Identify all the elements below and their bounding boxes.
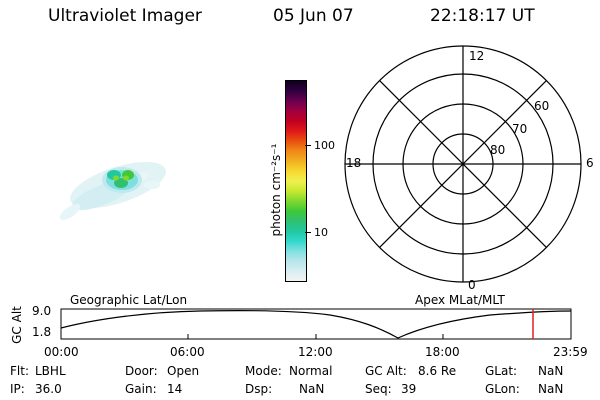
gain-key: Gain: <box>125 382 157 396</box>
date-label: 05 Jun 07 <box>273 6 354 26</box>
lat-label-80: 80 <box>490 143 505 157</box>
orbit-altitude-plot <box>60 308 572 340</box>
auroral-image <box>59 161 166 221</box>
colorbar-label: photon cm⁻²s⁻¹ <box>269 143 283 237</box>
gain-value: 14 <box>167 382 183 396</box>
mlt-label-0: 0 <box>468 278 476 292</box>
altitude-curve <box>60 310 572 339</box>
time-label: 22:18:17 UT <box>430 6 535 26</box>
gcalt-value: 8.6 Re <box>418 364 457 378</box>
x-tick-label-00: 00:00 <box>44 345 79 359</box>
apex-mlat-label: Apex MLat/MLT <box>415 293 505 307</box>
lat-label-60: 60 <box>534 99 549 113</box>
polar-diagonal-2 <box>379 80 547 248</box>
x-tick-label-06: 06:00 <box>170 345 205 359</box>
dsp-key: Dsp: <box>245 382 273 396</box>
gc-alt-min: 1.8 <box>32 325 52 339</box>
door-value: Open <box>167 364 200 378</box>
dsp-value: NaN <box>299 382 325 396</box>
mode-key: Mode: <box>245 364 282 378</box>
glon-value: NaN <box>538 382 564 396</box>
colorbar <box>285 80 307 282</box>
x-tick-label-18: 18:00 <box>425 345 460 359</box>
geo-latlon-label: Geographic Lat/Lon <box>70 293 188 307</box>
x-tick-label-12: 12:00 <box>298 345 333 359</box>
glat-value: NaN <box>538 364 564 378</box>
mlt-label-6: 6 <box>586 156 594 170</box>
flt-value: LBHL <box>35 364 66 378</box>
gc-alt-max: 9.0 <box>32 304 52 318</box>
gcalt-key: GC Alt: <box>365 364 407 378</box>
glon-key: GLon: <box>485 382 520 396</box>
x-tick-label-2359: 23:59 <box>553 345 588 359</box>
instrument-title: Ultraviolet Imager <box>48 6 202 26</box>
colorbar-gradient <box>286 81 306 281</box>
mode-value: Normal <box>289 364 333 378</box>
ip-key: IP: <box>10 382 25 396</box>
colorbar-tick-label-10: 10 <box>314 226 328 239</box>
gc-alt-axis-label: GC Alt <box>10 306 24 344</box>
door-key: Door: <box>125 364 158 378</box>
flt-key: Flt: <box>10 364 29 378</box>
colorbar-tick-10 <box>305 232 311 233</box>
lat-label-70: 70 <box>512 122 527 136</box>
ip-value: 36.0 <box>35 382 62 396</box>
auroral-heart <box>102 167 142 193</box>
seq-value: 39 <box>401 382 417 396</box>
mlt-label-18: 18 <box>346 156 361 170</box>
mlt-label-12: 12 <box>469 49 484 63</box>
polar-mlt-grid: 12 18 6 0 60 70 80 <box>344 45 594 292</box>
seq-key: Seq: <box>365 382 392 396</box>
glat-key: GLat: <box>485 364 518 378</box>
colorbar-tick-100 <box>305 145 311 146</box>
colorbar-tick-label-100: 100 <box>314 139 335 152</box>
